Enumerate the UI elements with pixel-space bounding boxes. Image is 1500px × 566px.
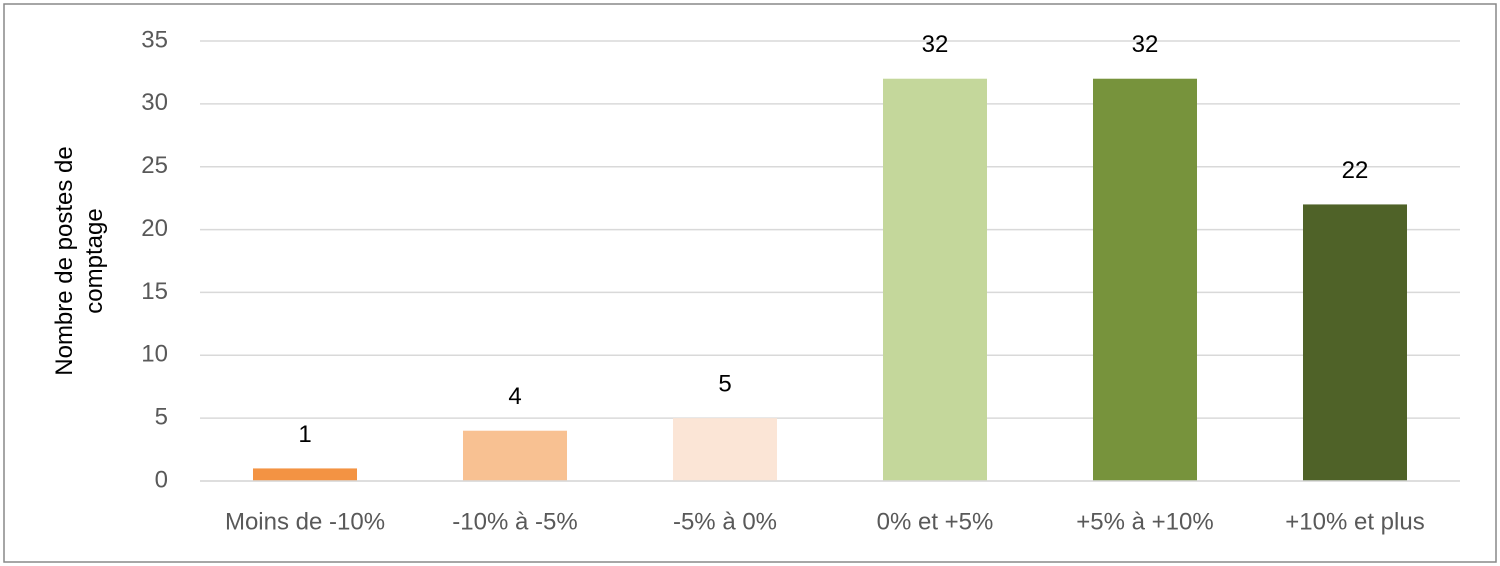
value-label: 32 (1132, 31, 1159, 58)
y-tick-label: 25 (141, 152, 168, 179)
value-label: 5 (718, 370, 731, 397)
y-axis-label: Nombre de postes de comptage (51, 146, 108, 376)
y-tick-label: 0 (155, 466, 168, 493)
value-label: 4 (508, 383, 521, 410)
x-tick-label: -5% à 0% (673, 508, 777, 535)
x-tick-label: 0% et +5% (877, 508, 994, 535)
y-tick-label: 20 (141, 215, 168, 242)
bar (1303, 204, 1407, 481)
x-tick-label: +5% à +10% (1076, 508, 1213, 535)
y-tick-label: 10 (141, 341, 168, 368)
value-label: 22 (1342, 157, 1369, 184)
value-label: 1 (298, 421, 311, 448)
bar (1093, 78, 1197, 481)
y-tick-label: 30 (141, 89, 168, 116)
value-label: 32 (922, 31, 949, 58)
y-tick-label: 5 (155, 403, 168, 430)
y-tick-label: 35 (141, 26, 168, 53)
bar (673, 418, 777, 481)
bar (883, 78, 987, 481)
x-tick-label: +10% et plus (1285, 508, 1424, 535)
x-tick-label: -10% à -5% (452, 508, 577, 535)
y-tick-label: 15 (141, 278, 168, 305)
bar (463, 430, 567, 481)
x-tick-label: Moins de -10% (225, 508, 385, 535)
bar (253, 468, 357, 481)
